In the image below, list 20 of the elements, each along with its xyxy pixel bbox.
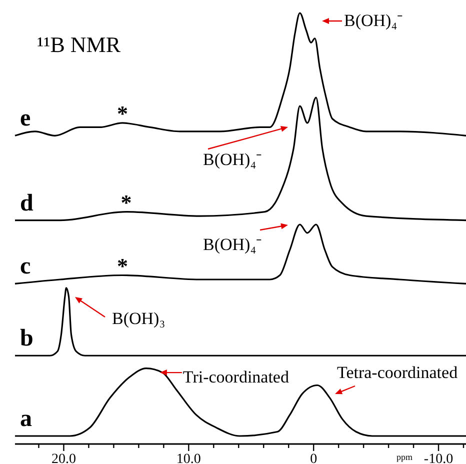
x-tick-label: 0: [310, 452, 318, 464]
annotation: *: [120, 190, 132, 215]
annotation: B(OH)₃: [112, 309, 166, 328]
annotation: B(OH)₄⁻: [344, 11, 404, 30]
x-tick-label: 10.0: [176, 452, 201, 464]
annotation: Tetra-coordinated: [337, 363, 458, 382]
series-label: d: [20, 190, 34, 216]
x-tick-label: 20.0: [51, 452, 76, 464]
series-label: a: [20, 406, 32, 432]
annotation: B(OH)₄⁻: [203, 150, 262, 169]
annotation: Tri-coordinated: [182, 368, 290, 387]
series-label: c: [20, 254, 31, 280]
series-label: e: [20, 106, 31, 132]
annotation: *: [116, 253, 128, 278]
x-axis-title: ppm: [396, 452, 413, 462]
annotation: *: [116, 100, 128, 126]
text: ¹¹B NMR: [37, 32, 121, 57]
series-label: b: [20, 326, 34, 352]
annotation: B(OH)₄⁻: [203, 235, 262, 254]
x-tick-label: -10.0: [424, 452, 454, 464]
